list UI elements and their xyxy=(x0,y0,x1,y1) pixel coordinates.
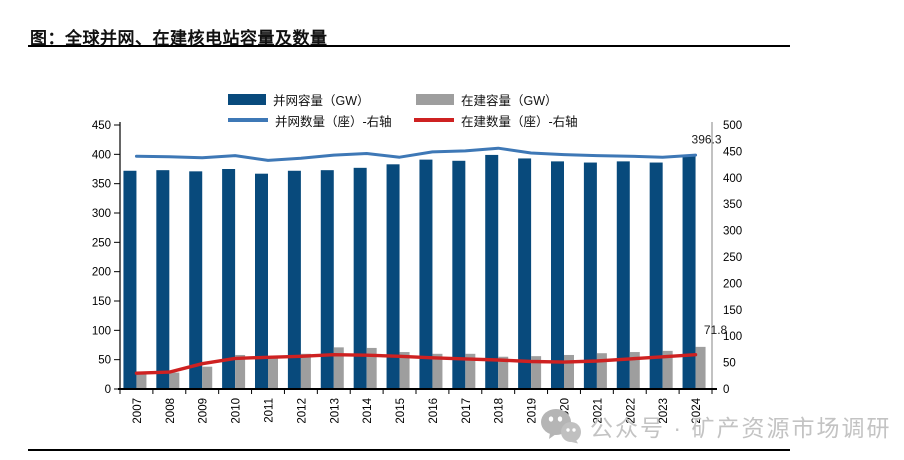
legend-label: 在建数量（座）-右轴 xyxy=(461,114,578,129)
x-axis-year-label: 2016 xyxy=(428,398,440,424)
right-axis-tick-label: 300 xyxy=(723,226,742,238)
bar-construction-capacity xyxy=(629,352,640,389)
grid-capacity-swatch xyxy=(228,93,266,105)
left-axis-tick-label: 0 xyxy=(105,384,111,396)
bar-construction-capacity xyxy=(136,373,147,389)
bar-construction-capacity xyxy=(432,353,443,389)
x-axis-year-label: 2013 xyxy=(329,398,341,424)
bar-grid-capacity xyxy=(551,161,564,389)
bar-grid-capacity xyxy=(320,170,334,389)
grid-count-line-swatch xyxy=(228,118,268,122)
legend-item-construction-capacity: 在建容量（GW） xyxy=(416,90,558,108)
right-axis-tick-label: 100 xyxy=(723,331,742,343)
bar-construction-capacity xyxy=(202,366,213,389)
bar-grid-capacity xyxy=(222,169,236,389)
bar-construction-capacity xyxy=(465,353,476,389)
left-axis-tick-label: 50 xyxy=(98,355,111,367)
x-axis-year-label: 2010 xyxy=(231,398,243,424)
left-axis-tick-label: 250 xyxy=(92,237,111,249)
right-axis-tick-label: 400 xyxy=(723,173,742,185)
bar-construction-capacity xyxy=(235,354,246,389)
annotation-71-8: 71.8 xyxy=(704,323,728,337)
figure-title: 图：全球并网、在建核电站容量及数量 xyxy=(30,29,328,48)
legend-label: 在建容量（GW） xyxy=(461,93,558,108)
x-axis-year-label: 2012 xyxy=(296,398,308,424)
left-axis-tick-label: 150 xyxy=(92,296,111,308)
bar-construction-capacity xyxy=(268,356,278,389)
right-axis-tick-label: 350 xyxy=(723,199,742,211)
bar-grid-capacity xyxy=(419,159,433,389)
left-axis-tick-label: 400 xyxy=(92,149,111,161)
construction-count-line xyxy=(134,353,698,375)
bar-grid-capacity xyxy=(616,161,630,389)
legend-item-grid-count: 并网数量（座）-右轴 xyxy=(228,111,392,129)
x-axis-year-label: 2021 xyxy=(592,398,604,424)
bar-construction-capacity xyxy=(333,347,344,389)
right-axis-tick-label: 50 xyxy=(723,358,736,370)
right-axis-tick-label: 200 xyxy=(723,278,742,290)
bar-grid-capacity xyxy=(386,164,400,389)
x-axis-year-label: 2023 xyxy=(658,398,670,424)
bar-grid-capacity xyxy=(287,170,301,389)
right-axis-tick-label: 450 xyxy=(723,146,742,158)
bar-grid-capacity xyxy=(353,167,367,389)
bar-grid-capacity xyxy=(255,173,268,389)
bar-grid-capacity xyxy=(518,158,532,389)
construction-count-line-swatch xyxy=(414,118,454,122)
bar-grid-capacity xyxy=(583,162,597,389)
left-axis-tick-label: 450 xyxy=(92,120,111,132)
x-axis-year-label: 2017 xyxy=(461,398,473,424)
x-axis-year-label: 2015 xyxy=(395,398,407,424)
bar-grid-capacity xyxy=(156,170,170,389)
bar-construction-capacity xyxy=(399,352,410,389)
bar-grid-capacity xyxy=(123,170,137,389)
construction-capacity-swatch xyxy=(416,93,454,105)
bar-construction-capacity xyxy=(662,350,673,389)
annotation-396-3: 396.3 xyxy=(692,133,722,147)
x-axis-year-label: 2007 xyxy=(132,398,144,424)
x-axis-year-label: 2008 xyxy=(165,398,177,424)
x-axis-year-label: 2009 xyxy=(198,398,210,424)
legend-item-construction-count: 在建数量（座）-右轴 xyxy=(414,111,578,129)
bottom-rule xyxy=(28,449,790,451)
x-axis-year-label: 2014 xyxy=(362,397,374,423)
x-axis-year-label: 2022 xyxy=(625,398,637,424)
wechat-icon xyxy=(541,409,581,444)
bar-construction-capacity xyxy=(169,372,180,389)
grid-count-line xyxy=(134,146,698,162)
x-axis-year-label: 2019 xyxy=(527,398,539,424)
watermark: 公众号 · 矿产资源市场调研 xyxy=(540,408,891,444)
bar-construction-capacity xyxy=(366,347,377,389)
left-axis-tick-label: 300 xyxy=(92,208,111,220)
title-rule xyxy=(28,45,790,47)
bar-construction-capacity xyxy=(531,356,542,389)
bar-construction-capacity xyxy=(564,354,574,389)
bar-construction-capacity xyxy=(596,353,607,389)
bar-construction-capacity xyxy=(498,356,509,389)
legend-label: 并网数量（座）-右轴 xyxy=(275,114,392,129)
right-axis-tick-label: 0 xyxy=(723,384,729,396)
right-axis-tick-label: 500 xyxy=(723,120,742,132)
x-axis-year-label: 2018 xyxy=(494,398,506,424)
right-axis-tick-label: 150 xyxy=(723,305,742,317)
bar-construction-capacity xyxy=(300,353,311,389)
watermark-text: 公众号 · 矿产资源市场调研 xyxy=(590,415,892,441)
x-axis-year-label: 2011 xyxy=(264,398,276,423)
left-axis-tick-label: 350 xyxy=(92,179,111,191)
left-axis-tick-label: 100 xyxy=(92,325,111,337)
right-axis-tick-label: 250 xyxy=(723,252,742,264)
bar-grid-capacity xyxy=(649,162,663,389)
bar-grid-capacity xyxy=(682,156,696,389)
bar-grid-capacity xyxy=(452,160,466,389)
bar-construction-capacity xyxy=(695,346,706,389)
legend-label: 并网容量（GW） xyxy=(273,93,370,108)
bar-grid-capacity xyxy=(485,154,499,389)
x-axis-year-label: 2024 xyxy=(691,397,703,423)
bar-grid-capacity xyxy=(189,171,203,389)
legend-item-grid-capacity: 并网容量（GW） xyxy=(228,90,370,108)
left-axis-tick-label: 200 xyxy=(92,267,111,279)
